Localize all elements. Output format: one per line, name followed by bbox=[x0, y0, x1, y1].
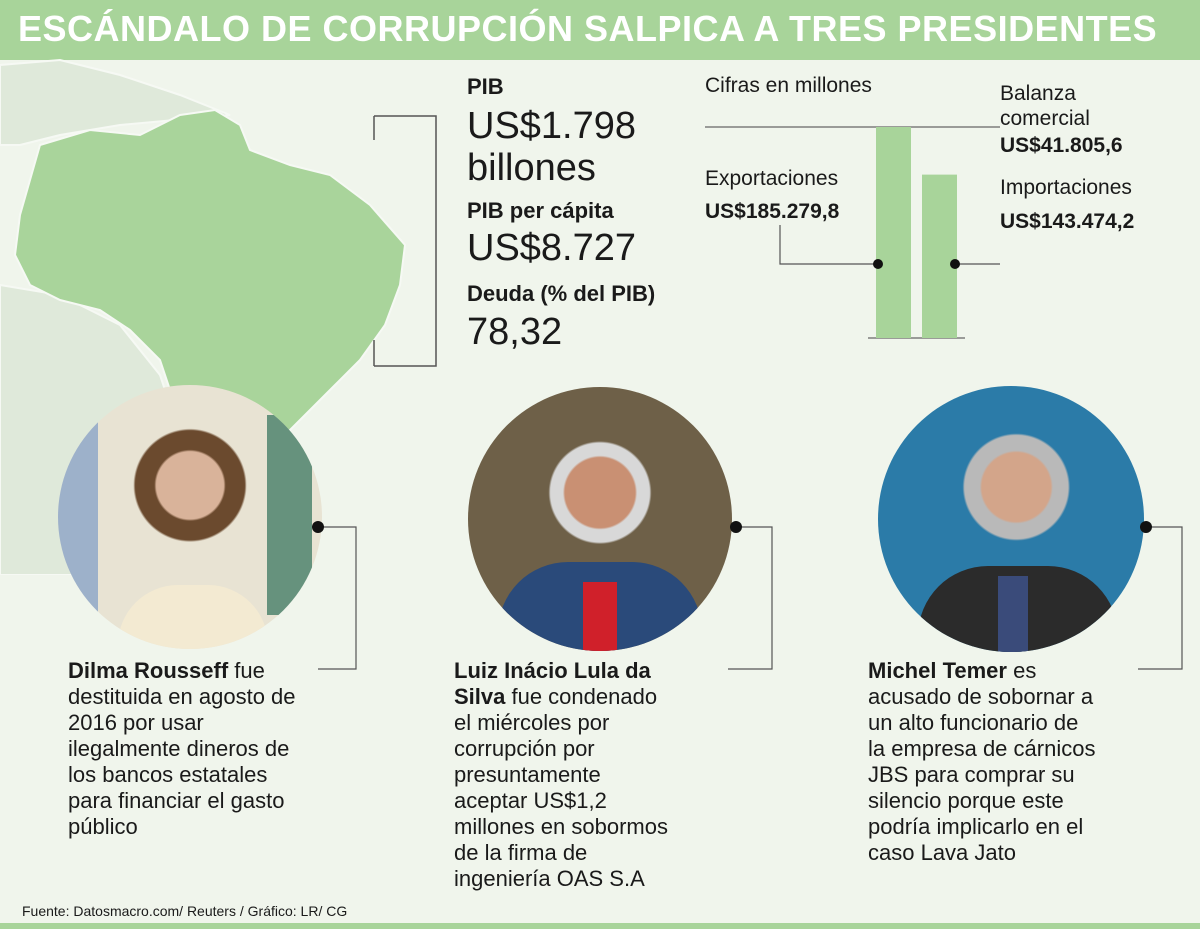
stats-bracket bbox=[373, 115, 437, 367]
temer-text-line: la empresa de cárnicos bbox=[868, 736, 1096, 761]
deuda-value: 78,32 bbox=[467, 311, 563, 353]
source-note: Fuente: Datosmacro.com/ Reuters / Gráfic… bbox=[22, 903, 348, 919]
dilma-text-line: los bancos estatales bbox=[68, 762, 268, 787]
lula-text-line: el miércoles por bbox=[454, 710, 610, 735]
lula-text-line: aceptar US$1,2 bbox=[454, 788, 607, 813]
temer-caption: Michel Temer es acusado de sobornar a un… bbox=[868, 658, 1138, 866]
lula-text-line: de la firma de bbox=[454, 840, 588, 865]
export-value-label: US$185.279,8 bbox=[705, 200, 840, 223]
lula-text-line: presuntamente bbox=[454, 762, 601, 787]
import-label: Importaciones bbox=[1000, 176, 1132, 199]
dilma-caption: Dilma Rousseff fue destituida en agosto … bbox=[68, 658, 328, 840]
balance-label-line1: Balanza bbox=[1000, 82, 1076, 105]
temer-name: Michel Temer bbox=[868, 658, 1007, 683]
dilma-leader-line bbox=[312, 521, 357, 670]
deuda-label: Deuda (% del PIB) bbox=[467, 281, 656, 306]
bar-importaciones bbox=[922, 174, 957, 338]
pib-label: PIB bbox=[467, 74, 504, 99]
import-value-label: US$143.474,2 bbox=[1000, 210, 1135, 233]
pib-value-line2: billones bbox=[467, 147, 596, 189]
page-title: ESCÁNDALO DE CORRUPCIÓN SALPICA A TRES P… bbox=[18, 8, 1158, 49]
temer-text-line: acusado de sobornar a bbox=[868, 684, 1094, 709]
dilma-text-line: 2016 por usar bbox=[68, 710, 204, 735]
balance-value-label: US$41.805,6 bbox=[1000, 134, 1123, 157]
temer-text-line: podría implicarlo en el bbox=[868, 814, 1084, 839]
import-leader-line bbox=[955, 263, 1000, 265]
export-dot bbox=[873, 259, 883, 269]
lula-name-line2: Silva bbox=[454, 684, 506, 709]
dilma-text-line: ilegalmente dineros de bbox=[68, 736, 290, 761]
lula-name-line1: Luiz Inácio Lula da bbox=[454, 658, 651, 683]
pib-value-line1: US$1.798 bbox=[467, 105, 637, 147]
lula-leader-line bbox=[728, 521, 773, 670]
dilma-text-line: fue bbox=[228, 658, 265, 683]
lula-text-line: corrupción por bbox=[454, 736, 595, 761]
temer-text-line: es bbox=[1006, 658, 1037, 683]
temer-text-line: JBS para comprar su bbox=[868, 762, 1075, 787]
chart-title: Cifras en millones bbox=[705, 74, 872, 97]
lula-caption: Luiz Inácio Lula da Silva fue condenado … bbox=[454, 658, 714, 892]
michel-temer-portrait bbox=[878, 386, 1144, 652]
temer-leader-line bbox=[1138, 521, 1183, 670]
dilma-text-line: destituida en agosto de bbox=[68, 684, 296, 709]
temer-text-line: silencio porque este bbox=[868, 788, 1064, 813]
dilma-text-line: para financiar el gasto bbox=[68, 788, 285, 813]
lula-da-silva-portrait bbox=[468, 387, 732, 651]
dilma-text-line: público bbox=[68, 814, 138, 839]
import-dot bbox=[950, 259, 960, 269]
temer-text-line: caso Lava Jato bbox=[868, 840, 1016, 865]
dilma-name: Dilma Rousseff bbox=[68, 658, 229, 683]
bar-exportaciones bbox=[876, 127, 911, 338]
lula-text-line: ingeniería OAS S.A bbox=[454, 866, 645, 891]
pib-per-capita-label: PIB per cápita bbox=[467, 198, 614, 223]
temer-text-line: un alto funcionario de bbox=[868, 710, 1079, 735]
lula-text-line: fue condenado bbox=[505, 684, 658, 709]
pib-per-capita-value: US$8.727 bbox=[467, 227, 637, 269]
trade-chart bbox=[705, 126, 1000, 339]
lula-text-line: millones en sobormos bbox=[454, 814, 668, 839]
balance-label-line2: comercial bbox=[1000, 107, 1090, 130]
title-bar bbox=[0, 0, 1200, 60]
export-leader-line bbox=[779, 225, 878, 265]
dilma-rousseff-portrait bbox=[58, 385, 322, 649]
export-label: Exportaciones bbox=[705, 167, 839, 190]
bottom-rule bbox=[0, 923, 1200, 929]
